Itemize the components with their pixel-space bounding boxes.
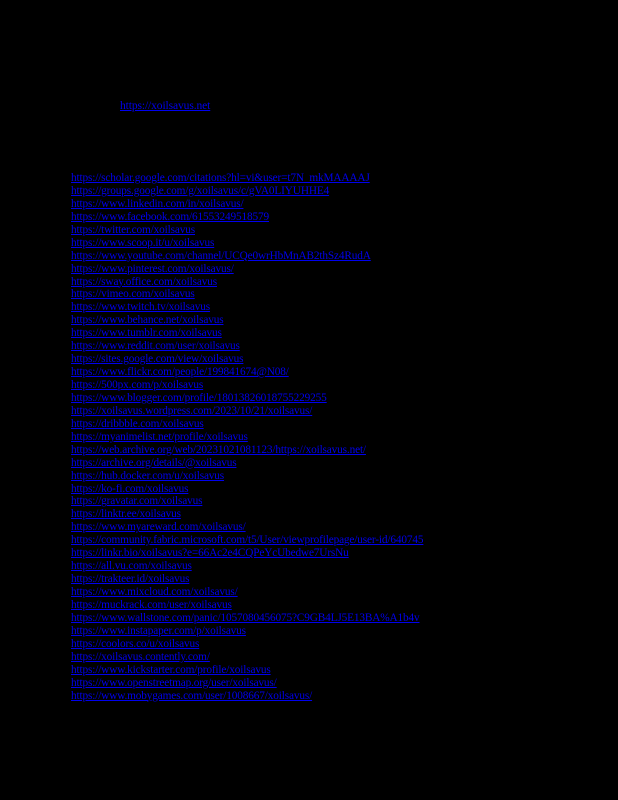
list-item: https://ko-fi.com/xoilsavus xyxy=(71,482,611,495)
list-item: https://linkr.bio/xoilsavus?e=66Ac2e4CQP… xyxy=(71,546,611,559)
link-item[interactable]: https://www.kickstarter.com/profile/xoil… xyxy=(71,663,271,676)
list-item: https://web.archive.org/web/202310210811… xyxy=(71,443,611,456)
list-item: https://www.wallstone.com/panic/10570804… xyxy=(71,611,611,624)
link-item[interactable]: https://scholar.google.com/citations?hl=… xyxy=(71,172,370,184)
list-item: https://gravatar.com/xoilsavus xyxy=(71,494,611,507)
link-item[interactable]: https://myanimelist.net/profile/xoilsavu… xyxy=(71,430,248,443)
list-item: https://www.reddit.com/user/xoilsavus xyxy=(71,339,611,352)
list-item: https://www.behance.net/xoilsavus xyxy=(71,313,611,326)
link-item[interactable]: https://500px.com/p/xoilsavus xyxy=(71,379,204,391)
link-item[interactable]: https://www.openstreetmap.org/user/xoils… xyxy=(71,676,277,689)
list-item: https://muckrack.com/user/xoilsavus xyxy=(71,598,611,611)
link-item[interactable]: https://www.behance.net/xoilsavus xyxy=(71,314,224,327)
link-item[interactable]: https://all.vu.com/xoilsavus xyxy=(71,560,192,573)
link-item[interactable]: https://sway.office.com/xoilsavus xyxy=(71,275,217,288)
list-item: https://www.myareward.com/xoilsavus/ xyxy=(71,520,611,533)
link-item[interactable]: https://www.myareward.com/xoilsavus/ xyxy=(71,521,246,534)
list-item: https://www.blogger.com/profile/18013826… xyxy=(71,391,611,404)
list-item: https://sway.office.com/xoilsavus xyxy=(71,275,611,288)
list-item: https://www.tumblr.com/xoilsavus xyxy=(71,326,611,339)
link-item[interactable]: https://www.scoop.it/u/xoilsavus xyxy=(71,236,215,249)
link-item[interactable]: https://community.fabric.microsoft.com/t… xyxy=(71,534,424,547)
list-item: https://coolors.co/u/xoilsavus xyxy=(71,637,611,650)
list-item: https://myanimelist.net/profile/xoilsavu… xyxy=(71,430,611,443)
link-item[interactable]: https://sites.google.com/view/xoilsavus xyxy=(71,353,244,366)
link-item[interactable]: https://vimeo.com/xoilsavus xyxy=(71,288,195,301)
link-item[interactable]: https://gravatar.com/xoilsavus xyxy=(71,495,203,508)
list-item: https://www.flickr.com/people/199841674@… xyxy=(71,365,611,378)
list-item: https://www.mixcloud.com/xoilsavus/ xyxy=(71,585,611,598)
link-item[interactable]: https://www.youtube.com/channel/UCQe0wrH… xyxy=(71,249,371,262)
list-item: https://hub.docker.com/u/xoilsavus xyxy=(71,469,611,482)
list-item: https://www.facebook.com/61553249518579 xyxy=(71,210,611,223)
list-item: https://dribbble.com/xoilsavus xyxy=(71,417,611,430)
link-item[interactable]: https://twitter.com/xoilsavus xyxy=(71,223,195,236)
list-item: https://www.instapaper.com/p/xoilsavus xyxy=(71,624,611,637)
list-item: https://www.openstreetmap.org/user/xoils… xyxy=(71,676,611,689)
list-item: https://groups.google.com/g/xoilsavus/c/… xyxy=(71,184,611,197)
list-item: https://500px.com/p/xoilsavus xyxy=(71,378,611,391)
list-item: https://archive.org/details/@xoilsavus xyxy=(71,456,611,469)
link-item[interactable]: https://linktr.ee/xoilsavus xyxy=(71,508,181,521)
list-item: https://all.vu.com/xoilsavus xyxy=(71,559,611,572)
header-block: https://xoilsavus.net xyxy=(0,96,618,114)
list-item: https://www.mobygames.com/user/1008667/x… xyxy=(71,689,611,702)
link-item[interactable]: https://coolors.co/u/xoilsavus xyxy=(71,637,200,650)
link-item[interactable]: https://www.tumblr.com/xoilsavus xyxy=(71,327,222,340)
link-item[interactable]: https://www.linkedin.com/in/xoilsavus/ xyxy=(71,197,244,210)
link-item[interactable]: https://hub.docker.com/u/xoilsavus xyxy=(71,469,225,482)
link-item[interactable]: https://muckrack.com/user/xoilsavus xyxy=(71,598,232,611)
list-item: https://vimeo.com/xoilsavus xyxy=(71,287,611,300)
list-item: https://www.kickstarter.com/profile/xoil… xyxy=(71,663,611,676)
list-item: https://www.scoop.it/u/xoilsavus xyxy=(71,236,611,249)
link-item[interactable]: https://www.flickr.com/people/199841674@… xyxy=(71,366,289,379)
link-list: https://scholar.google.com/citations?hl=… xyxy=(71,171,611,702)
link-item[interactable]: https://xoilsavus.contently.com/ xyxy=(71,650,210,663)
link-item[interactable]: https://www.wallstone.com/panic/10570804… xyxy=(71,611,420,624)
link-item[interactable]: https://www.pinterest.com/xoilsavus/ xyxy=(71,262,234,275)
list-item: https://twitter.com/xoilsavus xyxy=(71,223,611,236)
link-item[interactable]: https://www.twitch.tv/xoilsavus xyxy=(71,301,210,314)
link-item[interactable]: https://www.blogger.com/profile/18013826… xyxy=(71,391,327,404)
list-item: https://trakteer.id/xoilsavus xyxy=(71,572,611,585)
list-item: https://www.youtube.com/channel/UCQe0wrH… xyxy=(71,249,611,262)
link-item[interactable]: https://ko-fi.com/xoilsavus xyxy=(71,482,189,495)
link-item[interactable]: https://www.mixcloud.com/xoilsavus/ xyxy=(71,586,238,598)
list-item: https://xoilsavus.wordpress.com/2023/10/… xyxy=(71,404,611,417)
list-item: https://www.linkedin.com/in/xoilsavus/ xyxy=(71,197,611,210)
link-item[interactable]: https://trakteer.id/xoilsavus xyxy=(71,573,190,586)
link-item[interactable]: https://www.mobygames.com/user/1008667/x… xyxy=(71,689,313,702)
link-item[interactable]: https://dribbble.com/xoilsavus xyxy=(71,417,204,430)
list-item: https://sites.google.com/view/xoilsavus xyxy=(71,352,611,365)
list-item: https://community.fabric.microsoft.com/t… xyxy=(71,533,611,546)
list-item: https://linktr.ee/xoilsavus xyxy=(71,507,611,520)
link-item[interactable]: https://linkr.bio/xoilsavus?e=66Ac2e4CQP… xyxy=(71,547,349,560)
title-link[interactable]: https://xoilsavus.net xyxy=(120,100,211,112)
list-item: https://xoilsavus.contently.com/ xyxy=(71,650,611,663)
link-item[interactable]: https://www.facebook.com/61553249518579 xyxy=(71,210,269,223)
link-item[interactable]: https://xoilsavus.wordpress.com/2023/10/… xyxy=(71,404,313,417)
link-item[interactable]: https://www.instapaper.com/p/xoilsavus xyxy=(71,624,246,637)
list-item: https://www.twitch.tv/xoilsavus xyxy=(71,300,611,313)
list-item: https://scholar.google.com/citations?hl=… xyxy=(71,171,611,184)
link-item[interactable]: https://web.archive.org/web/202310210811… xyxy=(71,443,366,456)
link-item[interactable]: https://groups.google.com/g/xoilsavus/c/… xyxy=(71,184,330,197)
link-item[interactable]: https://archive.org/details/@xoilsavus xyxy=(71,456,237,469)
link-item[interactable]: https://www.reddit.com/user/xoilsavus xyxy=(71,340,240,353)
list-item: https://www.pinterest.com/xoilsavus/ xyxy=(71,262,611,275)
